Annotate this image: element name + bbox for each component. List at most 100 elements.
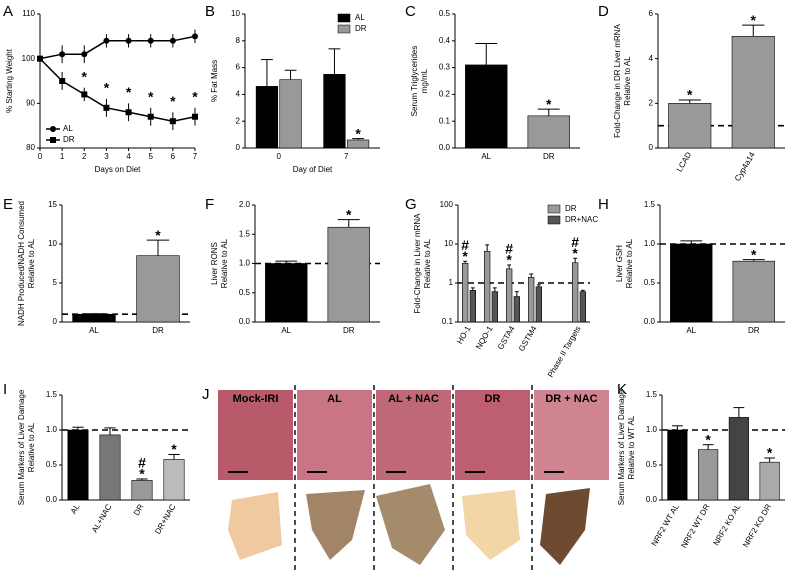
marker [81,51,88,58]
y-axis-label: Relative to AL [625,238,634,288]
column-dividers [294,385,533,572]
x-tick-label: AL [281,326,291,335]
legend-label: DR+NAC [565,215,598,224]
x-tick-label: DR+NAC [153,502,177,535]
bar [535,286,542,323]
marker [169,37,176,44]
legend-swatch [337,24,351,34]
image-label: AL [327,393,342,405]
marker [103,104,110,111]
marker [59,78,66,84]
chart-panel: C 0.0 0.1 0.2 0.3 0.4 0.5 Serum Triglycerides mg… [405,3,580,161]
y-axis-label: Serum Markers of Liver Damage [17,389,26,505]
panel-letter: I [3,381,7,398]
marker [169,118,176,125]
y-tick-label: 100 [440,200,454,209]
image-label: AL + NAC [388,393,439,405]
chart-panel: F 0.0 0.5 1.0 1.5 2.0 Liver RONS Relative to AL… [205,196,380,335]
significance-mark: # [461,237,469,253]
y-tick-label: 1.0 [239,259,251,268]
significance-mark: * [170,93,176,109]
y-tick-label: 0.4 [439,36,451,45]
bar [323,74,346,149]
x-tick-label: DR [132,502,146,517]
image-label: Mock-IRI [233,393,279,405]
marker [37,55,43,62]
y-axis-label: Relative to WT AL [627,415,636,479]
legend-swatch [337,13,351,23]
y-axis-label: Serum Markers of Liver Damage [617,389,626,505]
y-axis-label: Serum Triglycerides [410,46,419,117]
y-tick-label: 5 [53,278,58,287]
y-tick-label: 1.0 [644,239,656,248]
y-tick-label: 15 [48,200,57,209]
panel-letter: G [405,196,417,213]
panel-letter: F [205,196,214,213]
bar [579,291,586,323]
y-tick-label: 0.0 [46,495,58,504]
x-tick-label: NQO-1 [474,324,495,351]
y-tick-label: 10 [444,239,453,248]
image-panel: J [202,385,609,572]
image-label: DR + NAC [545,393,597,405]
x-tick-label: NRF2 KO AL [712,502,743,547]
bar [265,263,308,323]
liver-photo [376,484,445,565]
y-tick-label: 1.5 [644,200,656,209]
y-axis-label: NADH Produced/NADH Consumed [17,201,26,326]
significance-mark: * [751,246,757,262]
y-tick-label: 0 [236,143,241,152]
x-tick-label: 7 [344,152,349,161]
x-axis-label: Day of Diet [293,165,333,174]
bar [667,429,688,501]
y-tick-label: 80 [26,143,35,152]
x-tick-label: AL [69,502,82,515]
y-tick-label: 1.5 [646,390,658,399]
x-tick-label: NRF2 WT AL [650,502,682,548]
y-tick-label: 0.5 [239,288,251,297]
x-tick-label: AL [686,326,696,335]
y-tick-label: 4 [236,90,241,99]
chart-panel: G 0.1 1 10 100 Fold-Change in Liver mRNA Relat… [405,196,598,379]
bar [483,250,491,323]
x-tick-label: DR [343,326,355,335]
legend-swatch [547,215,561,225]
x-tick-label: Cyp4a14 [733,150,757,183]
y-tick-label: 1 [449,278,454,287]
bar [728,417,749,501]
bar [505,268,513,323]
chart-panel: I 0.0 0.5 1.0 1.5 Serum Markers of Liver Dama… [3,381,190,536]
marker [147,113,154,120]
bar [732,260,775,323]
y-axis-label: Relative to AL [423,238,432,288]
significance-mark: * [171,441,177,457]
bar [279,79,302,149]
x-tick-label: 4 [126,152,131,161]
chart-panel: A 80 90 100 110 % Starting Weight Days on Diet… [3,3,198,174]
significance-mark: # [138,455,146,471]
y-axis-label: Fold-Change in DR Liver mRNA [613,23,622,137]
significance-mark: * [546,96,552,112]
marker [147,37,154,44]
y-tick-label: 0.1 [439,116,451,125]
marker [103,37,110,44]
y-tick-label: 0.0 [644,317,656,326]
legend-label: AL [63,124,73,133]
chart-panel: E 0 5 10 15 NADH Produced/NADH Consumed Relati… [3,196,190,335]
marker [192,113,198,120]
significance-mark: * [751,12,757,28]
x-tick-label: GSTM4 [517,324,539,353]
significance-mark: * [355,125,361,141]
x-tick-label: 3 [104,152,109,161]
significance-mark: * [572,245,578,261]
y-axis-label: Relative to AL [27,238,36,288]
x-tick-label: DR [748,326,760,335]
panel-letter: J [202,386,210,403]
panel-letter: B [205,3,215,20]
series-line [39,58,196,122]
x-tick-label: 0 [277,152,282,161]
y-tick-label: 0.5 [644,278,656,287]
marker [125,37,132,44]
significance-mark: * [104,80,110,96]
